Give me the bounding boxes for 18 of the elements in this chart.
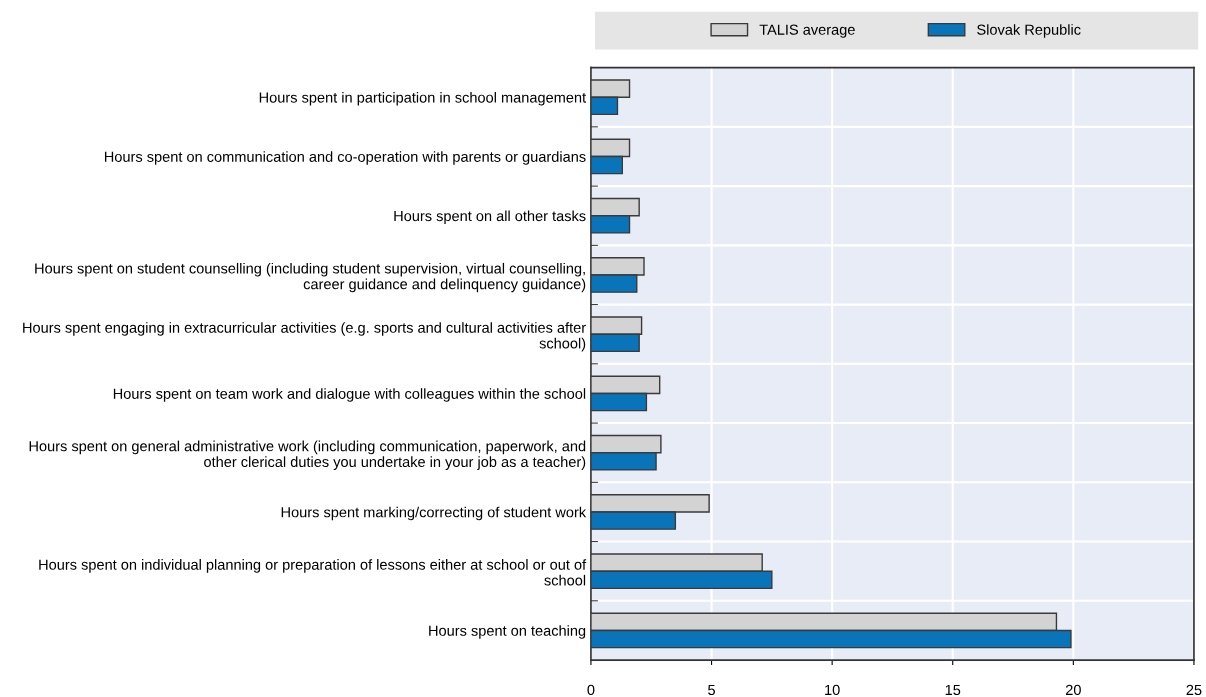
y-tick-label: Hours spent on general administrative work (including communication, paperwork, and other clerical duties you undertake in your job as a teacher) (29, 440, 586, 470)
legend-label: TALIS average (759, 24, 855, 38)
x-tick-label: 20 (1065, 684, 1081, 696)
y-tick-label: Hours spent on communication and co-operation with parents or guardians (104, 151, 586, 165)
y-tick-label: Hours spent on individual planning or preparation of lessons either at school or out of school (39, 559, 587, 586)
y-tick-label: Hours spent on all other tasks (394, 210, 586, 225)
x-tick-label: 10 (825, 684, 840, 696)
x-tick-label: 15 (945, 684, 961, 696)
y-tick-label: Hours spent marking/correcting of student work (281, 506, 587, 521)
y-tick-label: Hours spent on teaching (429, 625, 586, 639)
x-tick-label: 0 (587, 684, 595, 696)
y-tick-label: Hours spent in participation in school management (259, 91, 586, 106)
x-tick-label: 5 (708, 684, 715, 696)
y-tick-label: Hours spent engaging in extracurricular activities (e.g. sports and cultural activities after school) (23, 322, 586, 352)
y-tick-label: Hours spent on team work and dialogue with colleagues within the school (113, 388, 586, 402)
legend-label: Slovak Republic (977, 24, 1081, 38)
y-tick-label: Hours spent on student counselling (including student supervision, virtual counselling, career guidance and delinquency guidance) (35, 262, 586, 293)
x-tick-label: 25 (1186, 684, 1202, 696)
